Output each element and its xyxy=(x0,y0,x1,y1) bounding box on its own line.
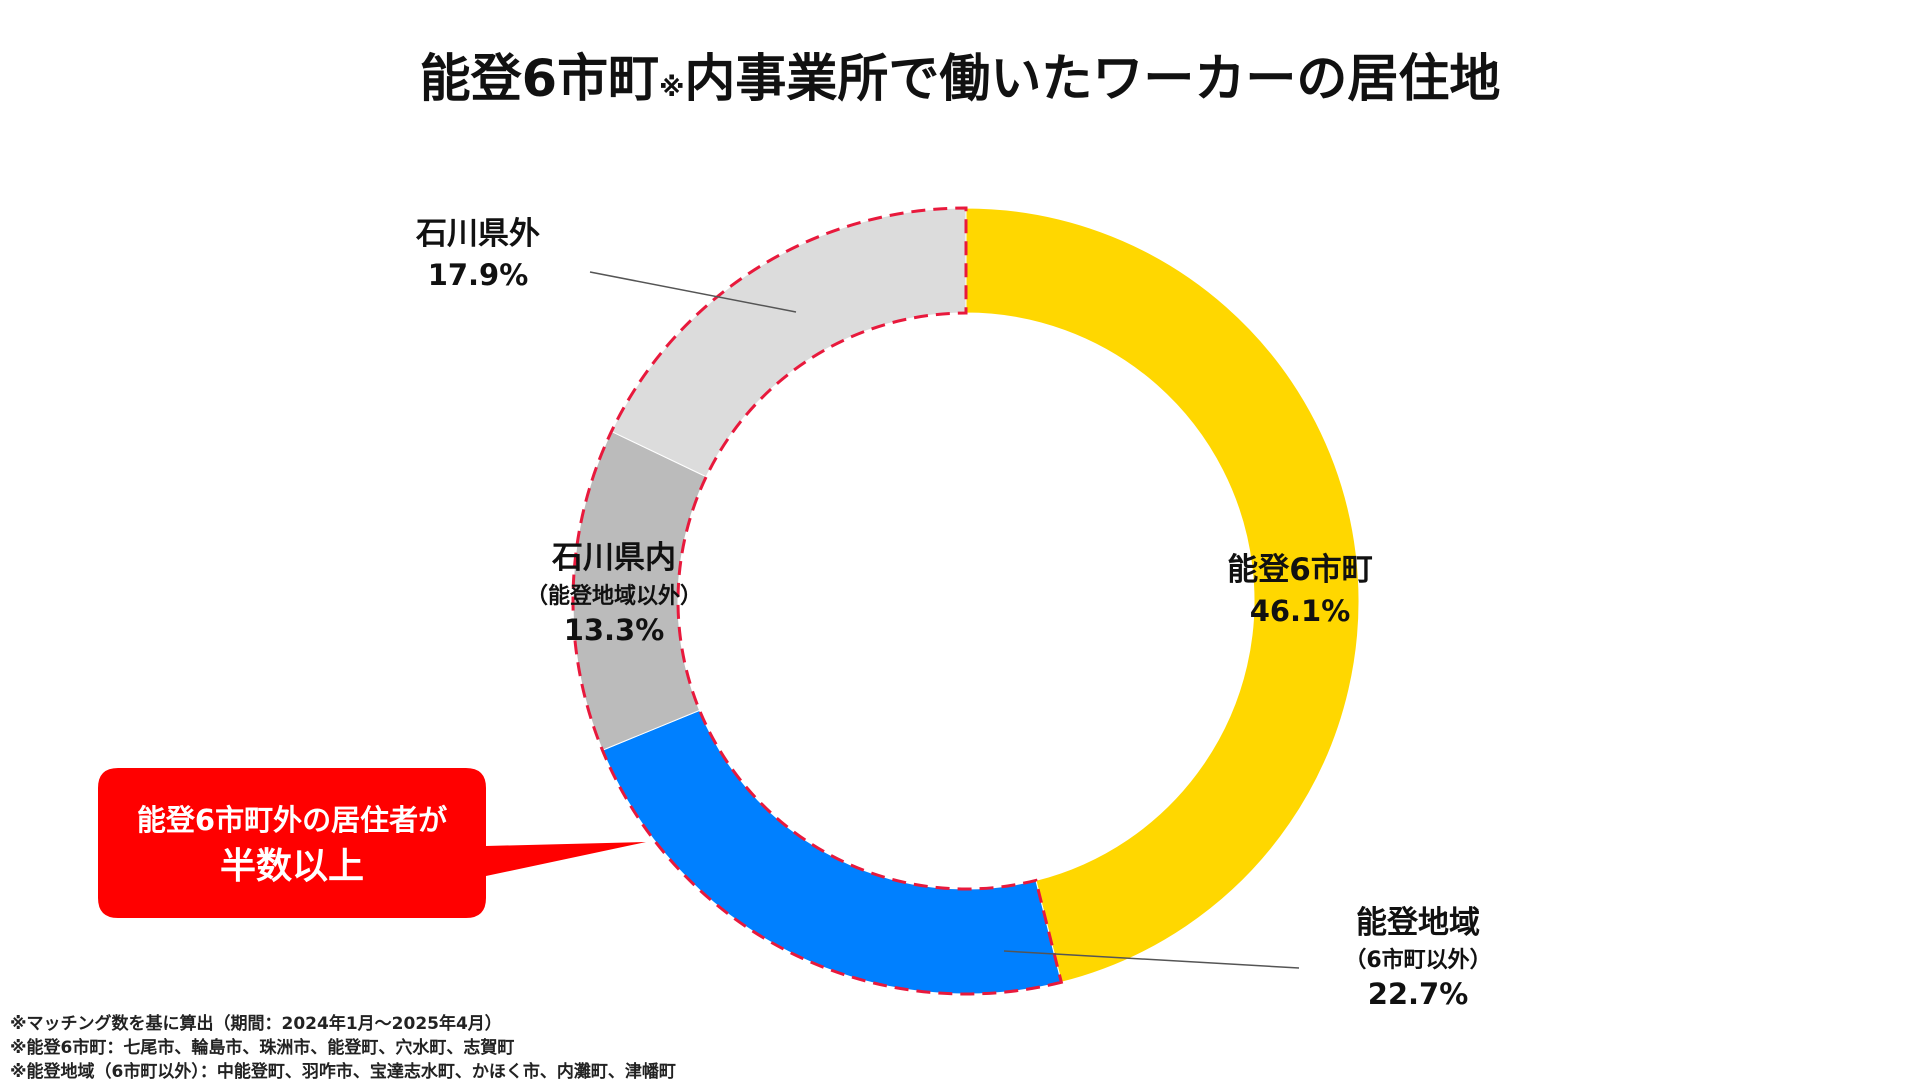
slice-label-in-pref: 石川県内 （能登地域以外） 13.3% xyxy=(526,540,702,647)
footnote-3: ※能登地域（6市町以外）：中能登町、羽咋市、宝達志水町、かほく市、内灘町、津幡町 xyxy=(10,1061,676,1080)
chart-title: 能登6市町※内事業所で働いたワーカーの居住地 xyxy=(420,50,1501,109)
highlight-dashed-outline xyxy=(571,206,1064,996)
slice-value: 17.9% xyxy=(428,258,529,292)
slice-value: 22.7% xyxy=(1368,977,1469,1011)
slice-label-noto6: 能登6市町 46.1% xyxy=(1227,552,1373,628)
slice-name: 石川県外 xyxy=(415,216,540,252)
slice-name: 能登6市町 xyxy=(1227,552,1373,588)
slice-label-outside-pref: 石川県外 17.9% xyxy=(415,216,540,292)
leader-line-noto-region xyxy=(1003,950,1300,969)
footnotes: ※マッチング数を基に算出（期間：2024年1月〜2025年4月） ※能登6市町：… xyxy=(10,1013,676,1080)
slice-name: 石川県内 xyxy=(551,540,676,576)
slice-note: （能登地域以外） xyxy=(526,583,702,609)
title-part-2: 内事業所で働いたワーカーの居住地 xyxy=(684,50,1500,109)
title-mark: ※ xyxy=(659,73,684,103)
slice-name: 能登地域 xyxy=(1356,905,1480,941)
slice-value: 13.3% xyxy=(564,613,665,647)
leader-line-outside-pref xyxy=(589,271,797,313)
callout-bubble xyxy=(98,768,646,918)
donut-slice-1 xyxy=(965,207,1360,983)
slice-note: （6市町以外） xyxy=(1344,947,1491,973)
footnote-1: ※マッチング数を基に算出（期間：2024年1月〜2025年4月） xyxy=(10,1013,502,1034)
footnote-2: ※能登6市町：七尾市、輪島市、珠洲市、能登町、穴水町、志賀町 xyxy=(10,1037,514,1058)
callout: 能登6市町外の居住者が 半数以上 xyxy=(98,768,646,918)
title-part-1: 能登6市町 xyxy=(420,50,660,109)
donut-slice-4 xyxy=(610,207,967,478)
slice-label-noto-region: 能登地域 （6市町以外） 22.7% xyxy=(1344,905,1491,1011)
callout-line-2: 半数以上 xyxy=(220,846,364,887)
callout-line-1: 能登6市町外の居住者が xyxy=(137,803,447,837)
slice-value: 46.1% xyxy=(1250,594,1351,628)
donut-slice-2 xyxy=(601,709,1062,995)
donut-chart xyxy=(572,207,1360,995)
